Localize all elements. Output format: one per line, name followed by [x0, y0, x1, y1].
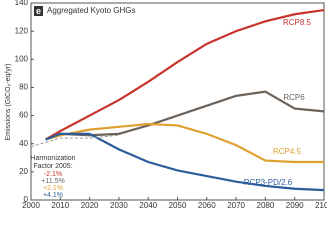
y-tick-label: 60: [19, 111, 28, 120]
annotation-title: Harmonization Factor 2005:: [30, 155, 75, 170]
x-tick-label: 2100: [315, 201, 327, 210]
annotation-item: +4.1%: [43, 192, 63, 199]
series-line: [45, 122, 324, 164]
series-line: [45, 132, 325, 192]
chart-title: Aggregated Kyoto GHGs: [47, 6, 136, 15]
y-tick-label: 140: [15, 0, 29, 7]
x-tick-label: 2010: [51, 201, 69, 210]
y-tick-label: 120: [15, 26, 29, 35]
x-tick-label: 2030: [110, 201, 128, 210]
series-line: [30, 134, 119, 148]
y-tick-label: 100: [15, 54, 29, 63]
x-tick-label: 2090: [286, 201, 304, 210]
annotation-item: +11.5%: [41, 178, 64, 185]
chart: e Aggregated Kyoto GHGs Emissions (GtCO₂…: [5, 0, 327, 210]
panel-badge: [34, 6, 43, 16]
x-tick-label: 2020: [81, 201, 99, 210]
x-tick-label: 2070: [227, 201, 245, 210]
y-tick-label: 0: [24, 195, 29, 204]
annotation-item: -2.1%: [44, 171, 62, 178]
x-tick-label: 2040: [139, 201, 157, 210]
y-tick-label: 80: [19, 83, 28, 92]
y-tick-label: 20: [19, 167, 28, 176]
panel-label: e: [36, 6, 41, 16]
x-tick-label: 2060: [198, 201, 216, 210]
annotation-item: +2.1%: [43, 185, 63, 192]
x-tick-label: 2000: [22, 201, 40, 210]
series-label: RCP3-PD/2.6: [244, 178, 293, 187]
x-tick-label: 2080: [257, 201, 275, 210]
series-label: RCP4.5: [273, 147, 302, 156]
y-tick-label: 40: [19, 139, 28, 148]
series-label: RCP6: [283, 93, 305, 102]
y-axis-title: Emissions (GtCO₂-eq/yr): [5, 63, 12, 140]
series-label: RCP8.5: [283, 18, 312, 27]
x-tick-label: 2050: [169, 201, 187, 210]
series-line: [45, 8, 325, 141]
